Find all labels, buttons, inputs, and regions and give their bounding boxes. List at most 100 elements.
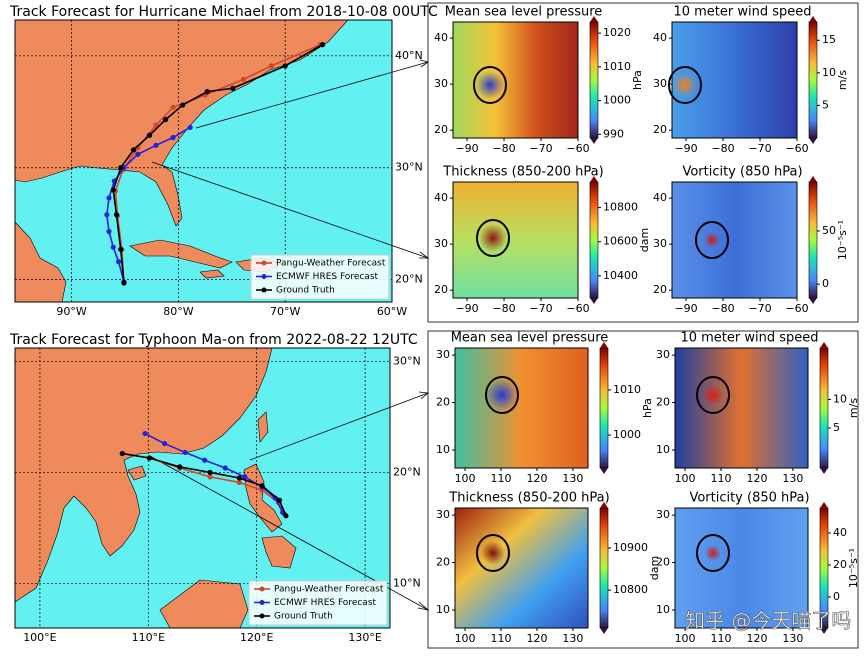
field-title: Mean sea level pressure [451,331,609,346]
colorbar-tick-label: 1010 [603,60,631,73]
track-point [146,455,152,461]
track-point [135,151,141,157]
x-tick-label: −70 [748,302,771,315]
y-tick-label: 30 [656,508,670,521]
x-tick-label: −90 [674,302,697,315]
tracks [119,430,289,519]
x-tick-label: −70 [748,142,771,155]
colorbar-extend [600,502,608,508]
x-tick-label: −60 [785,302,808,315]
colorbar-tick-label: 10400 [603,269,638,282]
x-tick-label: 60°W [377,305,407,318]
y-tick-label: 30 [653,237,667,250]
track-point [276,497,283,503]
colorbar [599,347,609,469]
x-tick-label: 110 [491,632,512,645]
legend-box [250,254,390,300]
legend-marker [261,274,267,279]
colorbar-extend [590,176,598,182]
track-point [230,85,236,91]
colorbar-extend [820,502,828,508]
colorbar-label: 10⁻⁵s⁻¹ [847,548,860,588]
x-tick-label: 100 [455,632,476,645]
track-point [242,474,248,480]
colorbar [589,181,599,299]
colorbar-extend [600,468,608,474]
colorbar-extend [600,628,608,634]
colorbar-tick-label: 50 [822,224,836,237]
storm-core [481,541,505,565]
x-tick-label: 130°E [348,631,381,644]
x-tick-label: −90 [455,142,478,155]
y-tick-label: 30 [436,348,450,361]
track-point [153,122,159,128]
track-point [182,449,188,456]
colorbar-tick-label: 1000 [613,428,641,441]
y-tick-label: 30 [656,348,670,361]
storm-core [479,224,507,252]
panel-frame [427,2,859,323]
y-tick-label: 10°N [393,577,421,590]
track-point [115,259,122,265]
field-frame [452,181,579,299]
y-tick-label: 20 [434,283,448,296]
map-frame [14,347,391,629]
legend-marker [259,600,265,605]
x-tick-label: 110°E [132,631,165,644]
y-tick-label: 30 [436,508,450,521]
field-frame [454,507,589,629]
legend-label: Ground Truth [274,612,333,622]
y-tick-label: 10 [656,603,670,616]
track-point [130,147,137,153]
colorbar-label: m/s [836,70,849,90]
legend-label: Pangu-Weather Forecast [274,585,384,595]
x-tick-label: −60 [566,302,589,315]
x-tick-label: 130 [562,472,583,485]
colorbar [808,181,818,299]
track-point [113,212,120,218]
field-frame [671,21,798,139]
y-tick-label: 40 [653,31,667,44]
field-title: Mean sea level pressure [445,5,603,20]
track-point [170,134,176,141]
track-point [204,89,210,95]
storm-core [673,73,697,97]
colorbar-extend [600,342,608,348]
track-point [161,440,168,447]
colorbar-tick-label: 10900 [613,541,648,554]
y-tick-label: 20 [656,556,670,569]
x-tick-label: −80 [711,302,734,315]
colorbar-extend [809,138,817,144]
y-tick-label: 30 [434,237,448,250]
storm-circle [485,376,519,414]
track-point [110,244,116,250]
x-tick-label: 100°E [23,631,56,644]
tracks [104,42,326,286]
x-tick-label: 110 [491,472,512,485]
x-tick-label: 120°E [240,631,273,644]
track-point [106,228,112,235]
colorbar-tick-label: 1010 [613,383,641,396]
colorbar-tick-label: 10 [833,392,847,405]
field-title: 10 meter wind speed [673,5,811,20]
y-tick-label: 10 [436,603,450,616]
y-tick-label: 10 [656,443,670,456]
colorbar-tick-label: 15 [822,33,836,46]
track-point [119,450,125,457]
legend-label: Pangu-Weather Forecast [276,259,386,269]
x-tick-label: 130 [782,472,803,485]
x-tick-label: 100 [455,472,476,485]
field-title: Vorticity (850 hPa) [682,165,802,180]
legend-marker [261,287,267,293]
x-tick-label: −60 [566,142,589,155]
colorbar-extend [820,468,828,474]
track-point [142,430,148,437]
colorbar-extend [820,628,828,634]
colorbar [599,507,609,629]
track-point [207,474,213,480]
x-tick-label: 130 [562,632,583,645]
colorbar-tick-label: 40 [833,526,847,539]
track-line [122,452,287,517]
x-tick-label: 80°W [163,305,193,318]
